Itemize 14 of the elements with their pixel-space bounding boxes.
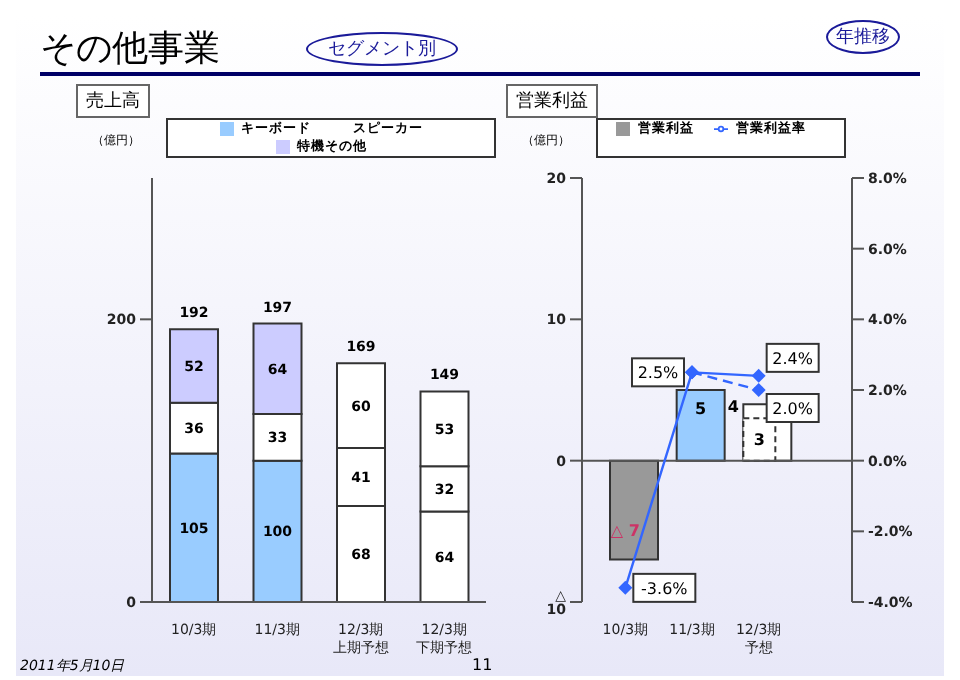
data-label: 5 — [695, 400, 708, 418]
data-label: 2.4% — [772, 349, 814, 368]
chart-title: 売上高 — [76, 84, 150, 118]
data-label: 4 — [727, 398, 740, 417]
data-label: 3 — [753, 431, 765, 450]
text: その他事業 — [40, 26, 220, 72]
text: 年推移 — [826, 20, 900, 54]
text: セグメント別 — [306, 32, 458, 66]
text: 11 — [472, 656, 493, 674]
annotation: △ 7 — [610, 521, 640, 540]
data-label: 2.0% — [772, 400, 814, 418]
data-label: 2.5% — [637, 364, 680, 383]
chart-title: 営業利益 — [506, 84, 598, 118]
data-label: -3.6% — [641, 579, 689, 598]
